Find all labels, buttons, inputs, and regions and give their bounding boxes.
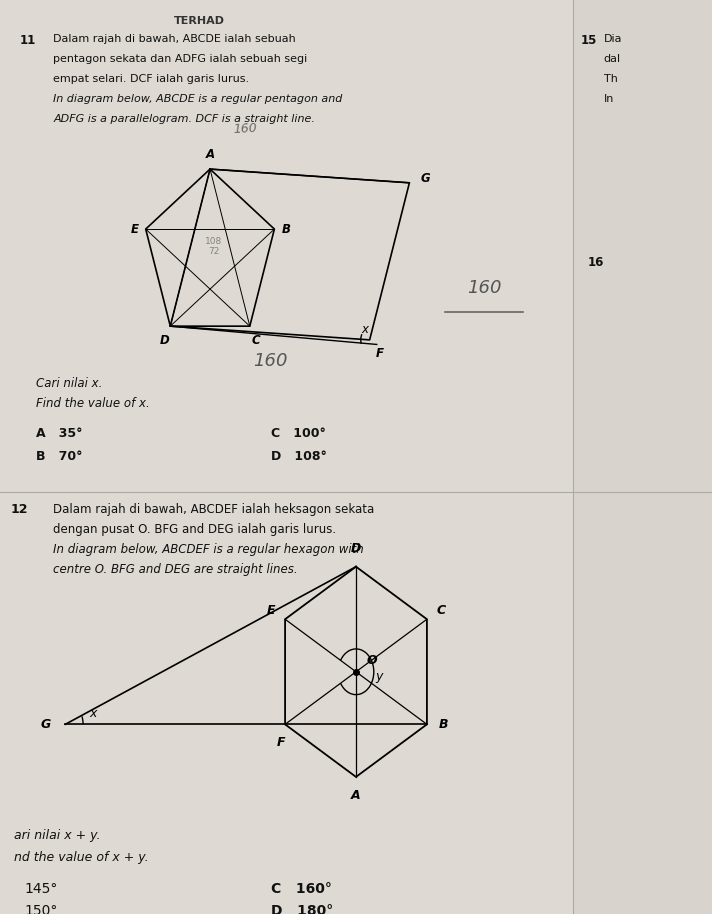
Text: 11: 11: [20, 34, 36, 47]
Text: B: B: [281, 223, 290, 236]
Text: Cari nilai x.: Cari nilai x.: [36, 377, 102, 389]
Text: empat selari. DCF ialah garis lurus.: empat selari. DCF ialah garis lurus.: [53, 74, 249, 84]
Text: y: y: [376, 670, 383, 683]
Text: Dalam rajah di bawah, ABCDEF ialah heksagon sekata: Dalam rajah di bawah, ABCDEF ialah heksa…: [53, 503, 375, 515]
Text: centre O. BFG and DEG are straight lines.: centre O. BFG and DEG are straight lines…: [53, 563, 298, 576]
Text: TERHAD: TERHAD: [174, 16, 225, 27]
Text: 150°: 150°: [25, 904, 58, 914]
Text: C   160°: C 160°: [271, 882, 331, 896]
Text: x: x: [90, 707, 97, 720]
Text: D: D: [351, 542, 361, 555]
Text: 108
72: 108 72: [205, 237, 222, 257]
Text: Dalam rajah di bawah, ABCDE ialah sebuah: Dalam rajah di bawah, ABCDE ialah sebuah: [53, 34, 296, 44]
Text: Find the value of x.: Find the value of x.: [36, 397, 150, 409]
Text: x: x: [361, 323, 368, 335]
Text: O: O: [367, 654, 377, 667]
Text: G: G: [41, 717, 51, 731]
Text: E: E: [266, 603, 275, 617]
Text: C: C: [436, 603, 446, 617]
Text: F: F: [375, 347, 383, 360]
Bar: [573, 0, 712, 914]
Text: D   108°: D 108°: [271, 450, 326, 462]
Text: C   100°: C 100°: [271, 427, 325, 440]
Text: B: B: [439, 717, 448, 731]
Text: E: E: [130, 223, 138, 236]
Text: 160: 160: [467, 279, 501, 297]
Text: A   35°: A 35°: [36, 427, 82, 440]
Text: 12: 12: [11, 503, 28, 515]
Text: 16: 16: [587, 256, 604, 269]
Text: D   180°: D 180°: [271, 904, 333, 914]
Text: C: C: [251, 335, 260, 347]
Text: 160: 160: [253, 352, 288, 370]
Text: 145°: 145°: [25, 882, 58, 896]
Text: nd the value of x + y.: nd the value of x + y.: [14, 851, 149, 864]
Text: A: A: [351, 789, 361, 802]
Text: Th: Th: [604, 74, 617, 84]
Text: dengan pusat O. BFG and DEG ialah garis lurus.: dengan pusat O. BFG and DEG ialah garis …: [53, 523, 337, 536]
Text: dal: dal: [604, 54, 621, 64]
Text: 160: 160: [234, 122, 258, 135]
Text: Dia: Dia: [604, 34, 622, 44]
Text: G: G: [421, 172, 431, 185]
Text: In diagram below, ABCDE is a regular pentagon and: In diagram below, ABCDE is a regular pen…: [53, 94, 342, 104]
Text: pentagon sekata dan ADFG ialah sebuah segi: pentagon sekata dan ADFG ialah sebuah se…: [53, 54, 308, 64]
Text: D: D: [159, 335, 169, 347]
Text: ADFG is a parallelogram. DCF is a straight line.: ADFG is a parallelogram. DCF is a straig…: [53, 114, 315, 124]
Text: B   70°: B 70°: [36, 450, 82, 462]
Bar: [0, 0, 573, 914]
Text: In: In: [604, 94, 614, 104]
Text: F: F: [276, 736, 285, 749]
Text: ari nilai x + y.: ari nilai x + y.: [14, 829, 100, 842]
Text: 15: 15: [580, 34, 597, 47]
Text: In diagram below, ABCDEF is a regular hexagon with: In diagram below, ABCDEF is a regular he…: [53, 543, 364, 556]
Text: A: A: [206, 148, 214, 161]
